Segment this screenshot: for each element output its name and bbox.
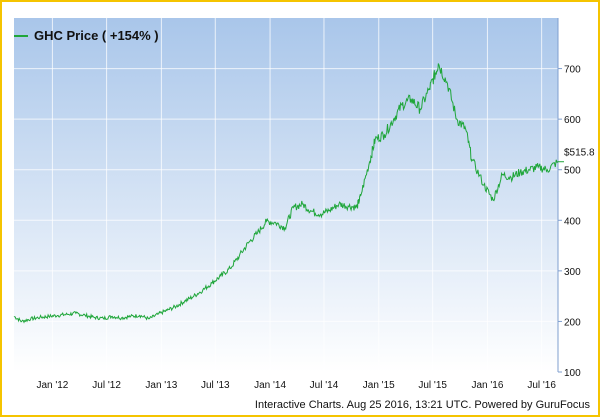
x-tick-labels: Jan '12 Jul '12 Jan '13 Jul '13 Jan '14 Jul '…	[36, 380, 556, 391]
x-tick-label: Jan '12	[36, 380, 68, 391]
y-tick-label: 200	[564, 317, 581, 328]
x-tick-label: Jan '13	[145, 380, 177, 391]
last-price-label: $515.8	[564, 148, 595, 159]
x-tick-label: Jan '16	[471, 380, 503, 391]
footer-credit: Interactive Charts. Aug 25 2016, 13:21 U…	[254, 399, 590, 411]
y-tick-label: 100	[564, 368, 581, 379]
plot-background	[14, 18, 558, 372]
y-tick-label: 700	[564, 65, 581, 76]
y-tick-label: 300	[564, 267, 581, 278]
x-tick-label: Jan '14	[254, 380, 286, 391]
y-tick-label: 400	[564, 216, 581, 227]
x-tick-label: Jul '15	[418, 380, 447, 391]
x-tick-label: Jul '13	[201, 380, 230, 391]
legend-label: GHC Price ( +154% )	[34, 28, 159, 43]
x-tick-label: Jul '16	[527, 380, 556, 391]
y-grid	[14, 68, 562, 373]
legend: GHC Price ( +154% )	[14, 28, 159, 43]
legend-swatch	[14, 34, 28, 37]
x-tick-label: Jan '15	[363, 380, 395, 391]
y-tick-label: 500	[564, 166, 581, 177]
y-tick-labels: 100 200 300 400 500 600 700	[564, 65, 581, 379]
ghc-price-line	[13, 63, 559, 324]
y-tick-label: 600	[564, 115, 581, 126]
x-tick-label: Jul '14	[310, 380, 339, 391]
last-price-marker: $515.8	[558, 148, 595, 163]
x-tick-label: Jul '12	[92, 380, 121, 391]
x-grid	[51, 18, 543, 372]
